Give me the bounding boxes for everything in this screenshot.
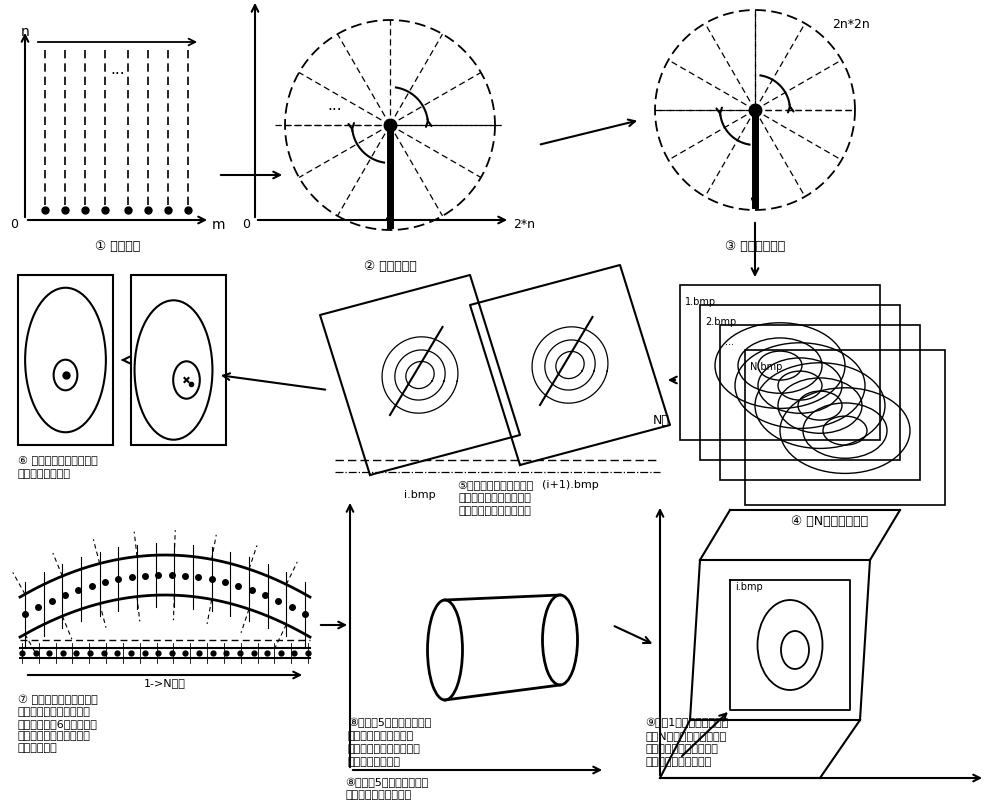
- Text: 终止位有肯能出现不衔接: 终止位有肯能出现不衔接: [459, 493, 531, 503]
- Text: 到第N幅）展示到三维空间: 到第N幅）展示到三维空间: [645, 731, 726, 741]
- Text: 0: 0: [242, 218, 250, 232]
- Text: ⑨将第1到第幅图（或第幅: ⑨将第1到第幅图（或第幅: [645, 718, 728, 728]
- Text: 2.bmp: 2.bmp: [705, 317, 736, 327]
- Text: ③ 插値后的图像: ③ 插値后的图像: [725, 240, 785, 253]
- Text: 1.bmp: 1.bmp: [685, 297, 716, 307]
- Text: 1->N幅图: 1->N幅图: [144, 678, 186, 688]
- Text: 的，不会弯曲: 的，不会弯曲: [18, 743, 58, 753]
- Text: i.bmp: i.bmp: [404, 490, 436, 500]
- Text: 到精确的病变位置: 到精确的病变位置: [348, 757, 401, 767]
- Text: ⑥ 血管圆心与镜头中心不: ⑥ 血管圆心与镜头中心不: [18, 455, 98, 465]
- Text: 描图像，在内存中展开后: 描图像，在内存中展开后: [18, 707, 91, 717]
- Text: ...: ...: [110, 63, 125, 78]
- Text: ⑤极坐标变换的起始位和: ⑤极坐标变换的起始位和: [457, 480, 533, 490]
- Text: ...: ...: [725, 337, 734, 347]
- Text: ④ 将N幅图读入内存: ④ 将N幅图读入内存: [791, 515, 869, 528]
- Text: ① 原始位图: ① 原始位图: [95, 240, 140, 253]
- Text: 同轴，需平移操作: 同轴，需平移操作: [18, 469, 71, 479]
- Text: 的最大极値所在的第幅: 的最大极値所在的第幅: [348, 731, 414, 741]
- Text: 2*n: 2*n: [513, 218, 535, 232]
- Text: 0: 0: [10, 218, 18, 232]
- Text: ② 极坐标转换: ② 极坐标转换: [364, 260, 416, 273]
- Text: 为直线，若图6做了同轴位: 为直线，若图6做了同轴位: [18, 719, 98, 729]
- Text: ...: ...: [328, 98, 342, 113]
- Text: 的情况，需曲线拟合操作: 的情况，需曲线拟合操作: [459, 506, 531, 516]
- Text: m: m: [212, 218, 226, 232]
- Text: ⑧记录图5中线性拟合曲线: ⑧记录图5中线性拟合曲线: [345, 778, 428, 788]
- Text: i.bmp: i.bmp: [735, 582, 763, 592]
- Text: (i+1).bmp: (i+1).bmp: [542, 480, 598, 490]
- Text: N幅: N幅: [653, 414, 670, 427]
- Text: 图，在此处进行切割，得: 图，在此处进行切割，得: [348, 744, 421, 754]
- Text: 移操作，则血管是直线型: 移操作，则血管是直线型: [18, 731, 91, 741]
- Text: 2n*2n: 2n*2n: [832, 18, 870, 31]
- Text: N.bmp: N.bmp: [750, 362, 782, 372]
- Text: 处位置，以及病变类型: 处位置，以及病变类型: [645, 757, 711, 767]
- Text: n: n: [21, 25, 29, 39]
- Text: 场景，直观的展现病变所: 场景，直观的展现病变所: [645, 744, 718, 754]
- Text: 的最大极値所在的第幅: 的最大极値所在的第幅: [345, 790, 411, 800]
- Text: ⑦ 镜头轨迹垂直于断层扫: ⑦ 镜头轨迹垂直于断层扫: [18, 695, 98, 706]
- Text: ⑧记录图5中线性拟合曲线: ⑧记录图5中线性拟合曲线: [348, 718, 431, 728]
